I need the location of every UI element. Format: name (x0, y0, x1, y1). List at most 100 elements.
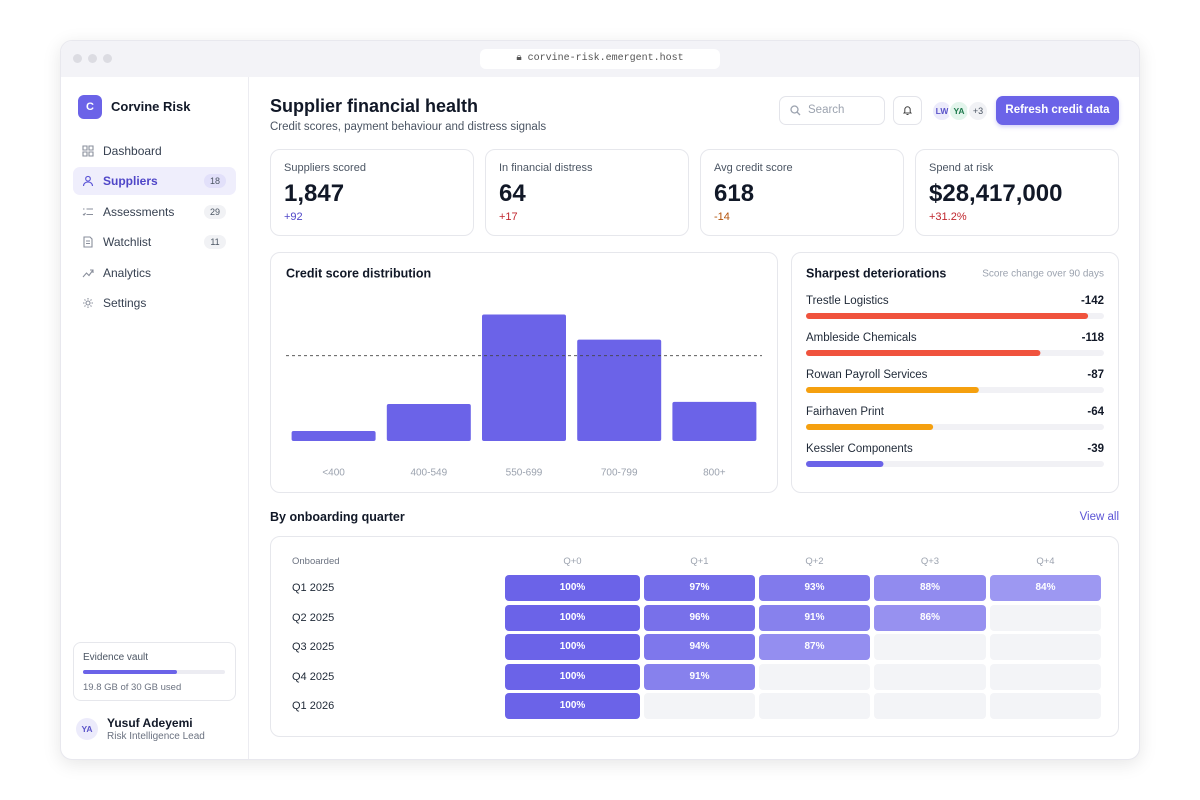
cohort-cell (759, 604, 870, 631)
nav-count: 18 (204, 174, 226, 189)
column-header: Q+0 (563, 556, 582, 567)
column-header: Q+2 (805, 556, 824, 567)
nav-label[interactable]: Watchlist (103, 235, 152, 250)
nav-label[interactable]: Analytics (103, 265, 152, 280)
sidebar (61, 77, 249, 759)
cohort-cell-label: 100% (559, 611, 586, 623)
x-tick-label: 400-549 (410, 468, 447, 479)
empty-cell (874, 693, 986, 720)
value-label: -118 (1082, 332, 1105, 344)
x-tick-label: 800+ (703, 468, 726, 479)
bar (577, 339, 662, 441)
search-box[interactable]: Search (779, 96, 885, 125)
kpi-label: Avg credit score (714, 162, 793, 174)
cohort-cell (644, 634, 755, 661)
bar (806, 387, 979, 393)
row-label: Q2 2025 (292, 611, 335, 624)
bar (806, 461, 884, 467)
nav-label[interactable]: Settings (103, 296, 147, 310)
bar (806, 350, 1041, 356)
empty-cell (990, 634, 1101, 661)
search-icon (790, 105, 801, 116)
kpi-value: 1,847 (284, 180, 345, 207)
kpi-label: Suppliers scored (284, 162, 366, 174)
column-header: Q+1 (690, 556, 709, 567)
chart-title: Credit score distribution (286, 266, 431, 280)
kpi-card (915, 149, 1119, 236)
window-dot (88, 54, 97, 63)
row-label: Q4 2025 (292, 670, 335, 683)
user-avatar: YA (76, 718, 98, 740)
kpi-label: In financial distress (499, 162, 593, 174)
cohort-cell (874, 575, 986, 601)
page-subtitle: Credit scores, payment behaviour and dis… (270, 121, 547, 133)
cohort-cell (505, 634, 640, 661)
value-label: -39 (1087, 443, 1104, 455)
cohort-cell (644, 575, 755, 601)
row-label: Q1 2025 (292, 582, 335, 594)
page-title: Supplier financial health (270, 96, 479, 116)
nav-icon (82, 145, 94, 157)
storage-label: Evidence vault (83, 652, 149, 663)
kpi-card (485, 149, 689, 236)
cohort-cell (990, 575, 1101, 601)
bell-icon (902, 106, 913, 115)
cohort-cell (759, 634, 870, 661)
kpi-delta: +17 (499, 211, 518, 223)
kpi-delta: +92 (284, 211, 303, 223)
chart-title: Sharpest deteriorations (806, 266, 946, 280)
nav-label[interactable]: Suppliers (103, 174, 158, 189)
deteriorations-card (791, 252, 1119, 493)
storage-fill (83, 670, 177, 674)
chart-subtitle: Score change over 90 days (982, 269, 1104, 280)
cohort-cell (759, 575, 870, 601)
bar (386, 403, 471, 441)
x-tick-label: 700-799 (601, 468, 638, 479)
kpi-value: 64 (499, 180, 526, 207)
kpi-delta: -14 (714, 211, 730, 223)
nav-icon (82, 176, 94, 187)
kpi-value: $28,417,000 (929, 180, 1063, 207)
cohort-cell-label: 88% (919, 582, 940, 593)
window-dot (103, 54, 112, 63)
column-header: Q+3 (920, 556, 940, 567)
url-bar: 🔒︎ corvine-risk.emergent.host (480, 49, 720, 69)
cohort-cell-label: 86% (919, 611, 940, 623)
cohort-cell (505, 663, 640, 690)
bar (806, 313, 1089, 319)
cohort-cell-label: 100% (559, 700, 586, 712)
value-label: -64 (1087, 406, 1104, 418)
cohort-title: By onboarding quarter (270, 510, 405, 524)
cohort-cell-label: 97% (689, 582, 710, 593)
kpi-label: Spend at risk (929, 162, 994, 174)
row-label: Rowan Payroll Services (806, 369, 928, 381)
search-placeholder: Search (808, 104, 845, 116)
kpi-card (700, 149, 904, 236)
refresh-button[interactable]: Refresh credit data (996, 96, 1119, 125)
cohort-cell-label: 100% (559, 641, 586, 653)
bell-button[interactable] (893, 96, 922, 125)
value-label: -142 (1081, 295, 1104, 307)
avatar-more: +3 (967, 100, 989, 122)
user-name: Yusuf Adeyemi (107, 716, 193, 730)
url: corvine-risk.emergent.host (527, 53, 684, 64)
kpi-delta: +31.2% (929, 211, 967, 223)
cohort-cell (644, 663, 755, 690)
empty-cell (759, 663, 870, 690)
column-header: Onboarded (292, 556, 340, 567)
logo: C (78, 95, 102, 119)
cohort-cell-label: 96% (689, 611, 710, 623)
empty-cell (990, 663, 1101, 690)
row-label: Trestle Logistics (806, 295, 889, 307)
nav-label[interactable]: Dashboard (103, 144, 162, 158)
bar (482, 314, 566, 441)
empty-cell (644, 693, 755, 720)
cohort-cell-label: 94% (689, 641, 710, 653)
cohort-cell-label: 87% (804, 641, 825, 653)
kpi-card (270, 149, 474, 236)
cohort-cell-label: 100% (559, 582, 586, 593)
empty-cell (759, 693, 870, 720)
nav-label[interactable]: Assessments (103, 204, 175, 219)
view-all-link[interactable]: View all (1079, 511, 1119, 523)
cohort-cell (505, 575, 640, 601)
